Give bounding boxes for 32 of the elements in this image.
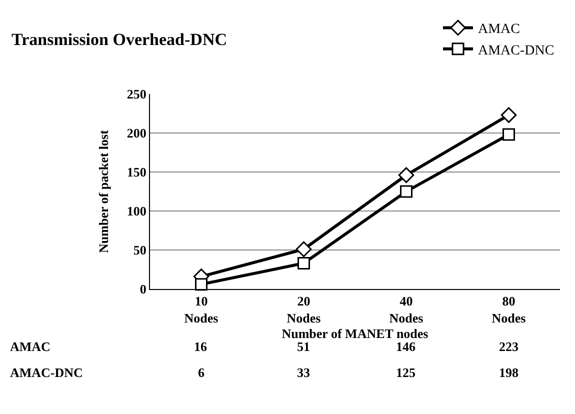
point bbox=[398, 167, 414, 184]
y-tick-label: 150 bbox=[126, 164, 146, 180]
chart-title: Transmission Overhead-DNC bbox=[12, 30, 227, 50]
x-tick-label: 10 Nodes bbox=[184, 294, 218, 326]
y-tick-label: 200 bbox=[126, 126, 146, 141]
data-label: 146 bbox=[396, 339, 416, 354]
point bbox=[298, 257, 310, 270]
x-tick-label: 20 Nodes bbox=[286, 294, 321, 326]
data-label: 33 bbox=[297, 365, 310, 380]
data-label: 198 bbox=[499, 365, 519, 380]
legend-label: AMAC bbox=[478, 22, 520, 38]
text: AMAC bbox=[10, 339, 50, 354]
point bbox=[296, 241, 312, 258]
point bbox=[400, 185, 412, 198]
text: AMAC-DNC bbox=[10, 365, 83, 380]
point bbox=[502, 128, 515, 141]
y-axis-title: Number of packet lost bbox=[96, 129, 111, 253]
data-label: 223 bbox=[499, 339, 519, 354]
data-label: 16 bbox=[194, 339, 208, 354]
y-tick-label: 250 bbox=[126, 86, 146, 102]
y-tick-label: 50 bbox=[133, 242, 146, 258]
x-tick-label: 80 Nodes bbox=[492, 294, 526, 326]
y-tick-label: 0 bbox=[140, 282, 146, 297]
data-label: 6 bbox=[198, 365, 205, 380]
x-axis-title: Number of MANET nodes bbox=[282, 326, 428, 342]
data-label: 125 bbox=[396, 365, 416, 380]
legend-label: AMAC-DNC bbox=[478, 43, 554, 58]
point bbox=[195, 278, 208, 291]
data-label: 51 bbox=[297, 339, 310, 354]
y-tick-label: 100 bbox=[126, 204, 146, 219]
point bbox=[500, 107, 517, 123]
x-tick-label: 40 Nodes bbox=[389, 294, 424, 326]
